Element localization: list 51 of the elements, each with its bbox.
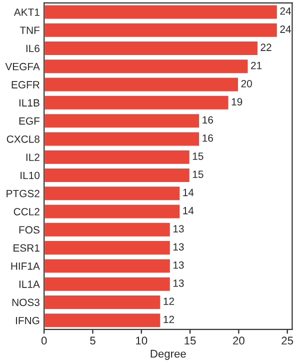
y-tick-label: IL2 [26,154,40,161]
x-tick-label: 15 [184,336,196,345]
y-tick-label: EGF [19,117,40,125]
y-tick-label: IL1A [19,280,40,288]
data-label: 13 [173,243,184,251]
y-tick-label: NOS3 [12,298,40,306]
data-label: 15 [192,170,204,178]
x-tick-label: 20 [233,336,244,345]
data-label: 22 [260,44,272,51]
y-tick-label: AKT1 [14,8,40,16]
x-tick-label: 25 [282,336,294,345]
data-label: 19 [232,98,242,106]
bar [44,58,250,75]
bar [44,76,240,93]
data-label: 13 [173,279,184,287]
y-tick-label: EGFR [12,81,40,88]
x-tick-label: 10 [136,336,148,345]
data-label: 20 [241,80,252,88]
data-label: 16 [202,116,213,124]
x-tick-label: 5 [90,336,96,345]
bar [44,258,172,274]
bar [44,148,191,166]
y-tick-label: HIF1A [11,262,40,270]
y-tick-label: IL1B [19,99,40,106]
y-tick-label: IFNG [16,316,40,324]
data-label: 13 [173,261,184,269]
data-label: 21 [251,62,262,70]
x-tick-label: 0 [41,336,47,345]
bar [44,276,172,292]
bar [44,130,200,148]
data-label: 24 [280,26,291,33]
data-label: 13 [173,225,184,232]
y-tick-label: FOS [19,226,40,234]
y-tick-label: TNF [20,26,40,34]
y-tick-label: ESR1 [14,244,40,252]
y-tick-label: PTGS2 [6,190,40,198]
y-tick-label: IL6 [26,44,40,52]
data-label: 14 [183,188,194,196]
data-label: 12 [164,316,174,324]
y-tick-label: CXCL8 [6,135,40,143]
data-label: 16 [202,134,213,142]
y-tick-label: VEGFA [5,62,40,70]
y-tick-label: CCL2 [14,208,40,216]
data-label: 12 [164,298,174,305]
x-axis-title: Degree [150,350,186,360]
data-label: 15 [192,152,204,160]
y-tick-label: IL10 [20,172,40,180]
data-label: 14 [183,207,194,214]
bar [44,4,278,20]
bar [44,203,182,220]
data-label: 24 [280,7,291,15]
